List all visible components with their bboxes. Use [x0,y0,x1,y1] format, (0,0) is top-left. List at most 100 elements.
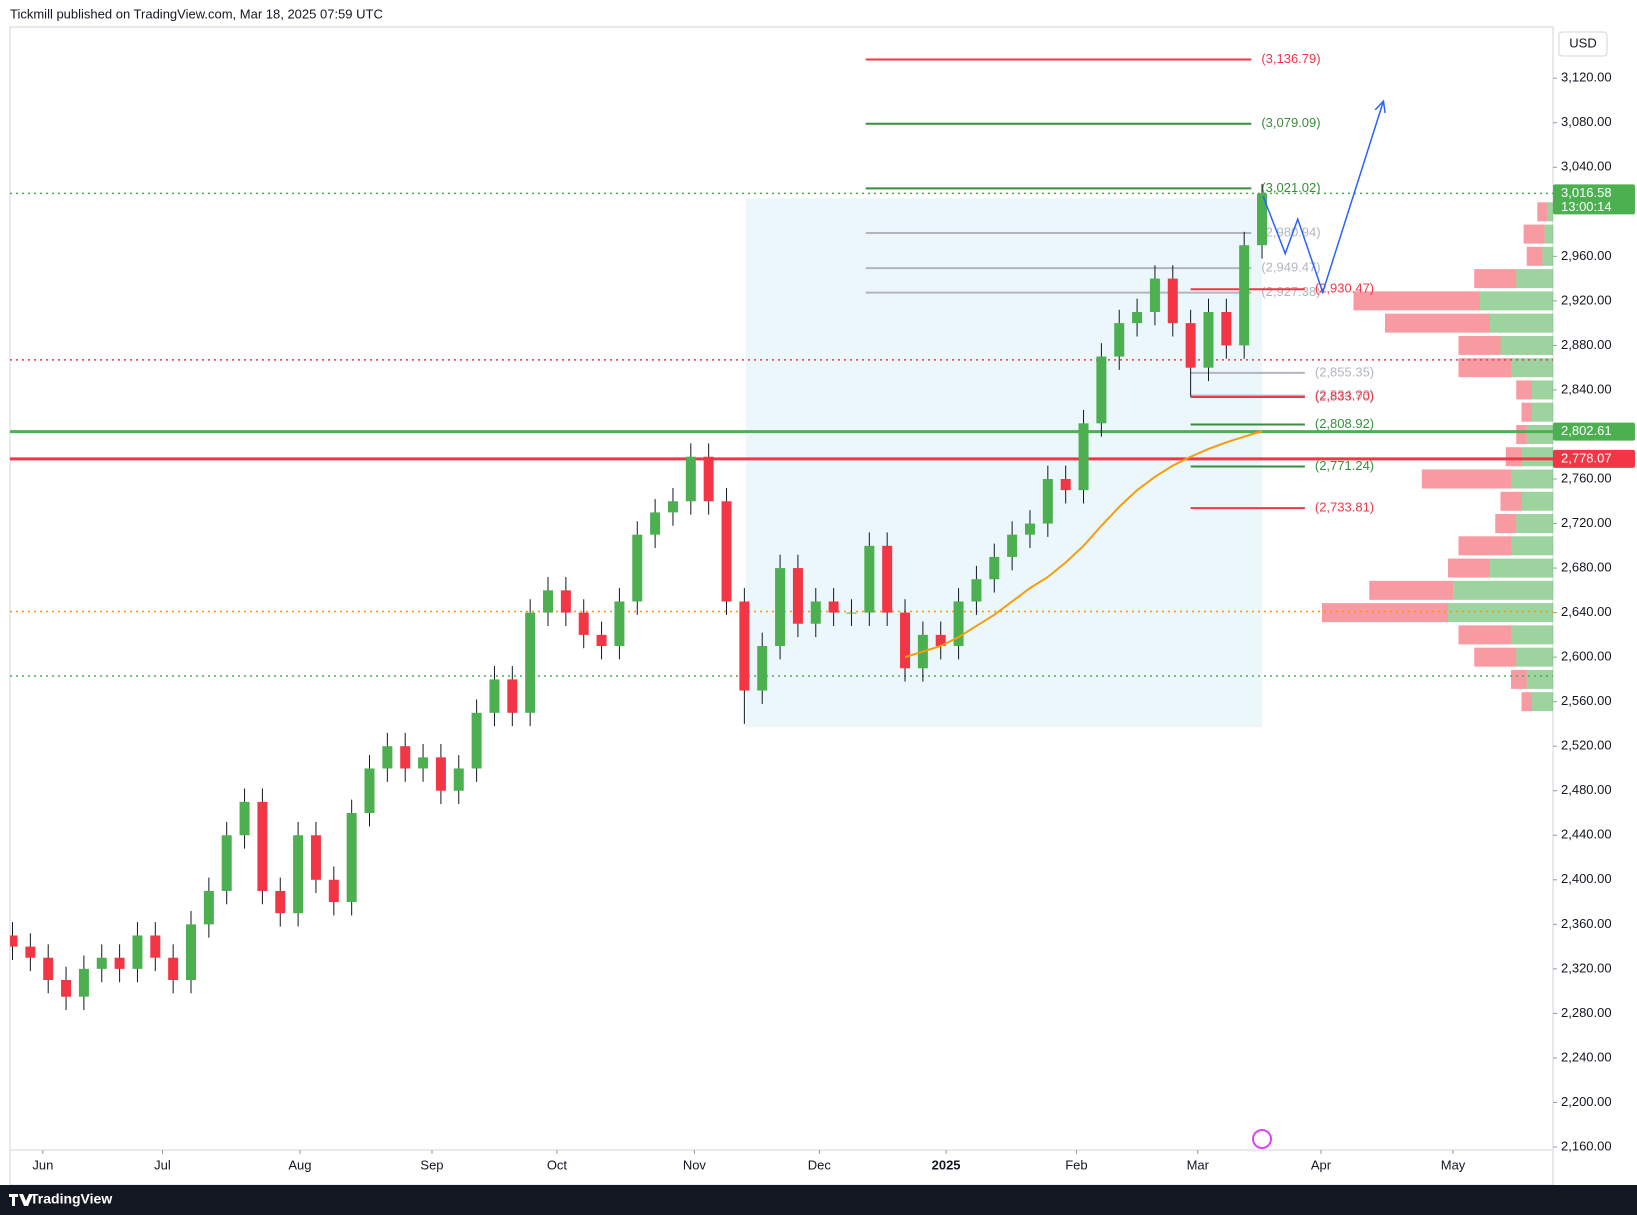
candle-body [1024,523,1035,535]
volume-sell [1500,491,1522,511]
volume-buy [1526,424,1553,444]
candle-body [150,935,161,958]
candle-body [400,746,411,769]
candle-body [900,612,911,669]
volume-buy [1490,313,1553,333]
level-label: (2,808.92) [1315,416,1374,431]
candle-body [989,556,1000,580]
y-tick-label: 2,720.00 [1561,515,1612,530]
volume-sell [1458,358,1511,378]
candle-body [1042,479,1053,524]
candle-body [114,957,125,969]
candle-body [364,768,375,813]
currency: USD [1569,35,1596,50]
volume-sell [1448,558,1490,578]
candle-body [1203,312,1214,368]
volume-buy [1448,603,1553,623]
volume-buy [1542,246,1553,266]
candle-body [864,545,875,613]
candle-body [293,835,304,914]
volume-sell [1495,514,1517,534]
y-tick-label: 2,160.00 [1561,1138,1612,1153]
y-tick-label: 2,920.00 [1561,292,1612,307]
plot-layer: (3,136.79)(3,079.09)(3,021.02)(2,980.94)… [10,51,1553,1011]
x-tick-label: 2025 [932,1157,961,1172]
volume-sell [1474,647,1517,667]
candle-body [614,601,625,647]
volume-buy [1516,269,1553,289]
volume-buy [1516,514,1553,534]
y-tick-label: 2,560.00 [1561,693,1612,708]
x-tick-label: Feb [1065,1157,1087,1172]
candle-body [328,879,339,903]
candle-body [721,501,732,602]
candle-body [61,979,72,997]
x-tick-label: Nov [683,1157,707,1172]
candle-body [168,957,179,980]
level-label: (2,949.47) [1261,260,1320,275]
footer: TradingView [30,1191,112,1207]
candle-body [257,801,268,891]
y-tick-label: 2,400.00 [1561,871,1612,886]
y-tick-label: 2,200.00 [1561,1094,1612,1109]
candle-body [578,612,589,635]
candle-body [1149,278,1160,313]
level-label: (2,927.38) [1261,284,1320,299]
x-tick-label: Jul [154,1157,171,1172]
volume-sell [1322,603,1448,623]
volume-sell [1523,224,1545,244]
y-tick-label: 2,600.00 [1561,649,1612,664]
candle-body [703,456,714,502]
volume-buy [1516,647,1553,667]
candle-body [667,501,678,513]
candle-body [1078,423,1089,491]
candle-body [43,957,54,980]
candle-body [543,590,554,613]
volume-buy [1500,335,1553,355]
volume-sell [1516,424,1527,444]
candle-body [560,590,571,613]
candle-body [471,712,482,769]
volume-sell [1421,469,1511,489]
volume-buy [1511,536,1553,556]
volume-buy [1511,358,1553,378]
x-tick-label: Oct [547,1157,568,1172]
volume-sell [1458,335,1501,355]
event-icon[interactable] [1252,1129,1272,1149]
candle-body [346,812,357,903]
price-tag [1553,184,1635,215]
candle-body [382,746,393,769]
volume-buy [1526,669,1553,689]
volume-buy [1532,692,1553,712]
volume-sell [1521,692,1532,712]
projection-arrowhead [1374,99,1386,114]
candle-body [1060,479,1071,491]
candle-body [1132,312,1143,324]
candle-body [739,601,750,691]
price-tag-label: 3,016.58 [1561,185,1612,200]
candle-body [632,534,643,602]
level-label: (3,021.02) [1261,180,1320,195]
y-tick-label: 2,520.00 [1561,738,1612,753]
moving-average [904,430,1263,659]
y-tick-label: 2,240.00 [1561,1049,1612,1064]
volume-buy [1490,558,1553,578]
y-tick-label: 2,760.00 [1561,470,1612,485]
y-tick-label: 2,640.00 [1561,604,1612,619]
volume-buy [1521,491,1553,511]
currency-box[interactable] [1558,31,1608,57]
volume-sell [1369,580,1454,600]
candle-body [1257,193,1268,246]
y-tick-label: 3,120.00 [1561,70,1612,85]
volume-buy [1532,402,1553,422]
level-label: (2,855.35) [1315,364,1374,379]
range-box [746,198,1263,728]
candle-body [186,924,197,980]
y-tick-label: 2,360.00 [1561,916,1612,931]
volume-sell [1505,447,1522,467]
y-tick-label: 2,320.00 [1561,960,1612,975]
candle-body [10,935,18,947]
candle-body [757,646,768,691]
candle-body [828,601,839,613]
